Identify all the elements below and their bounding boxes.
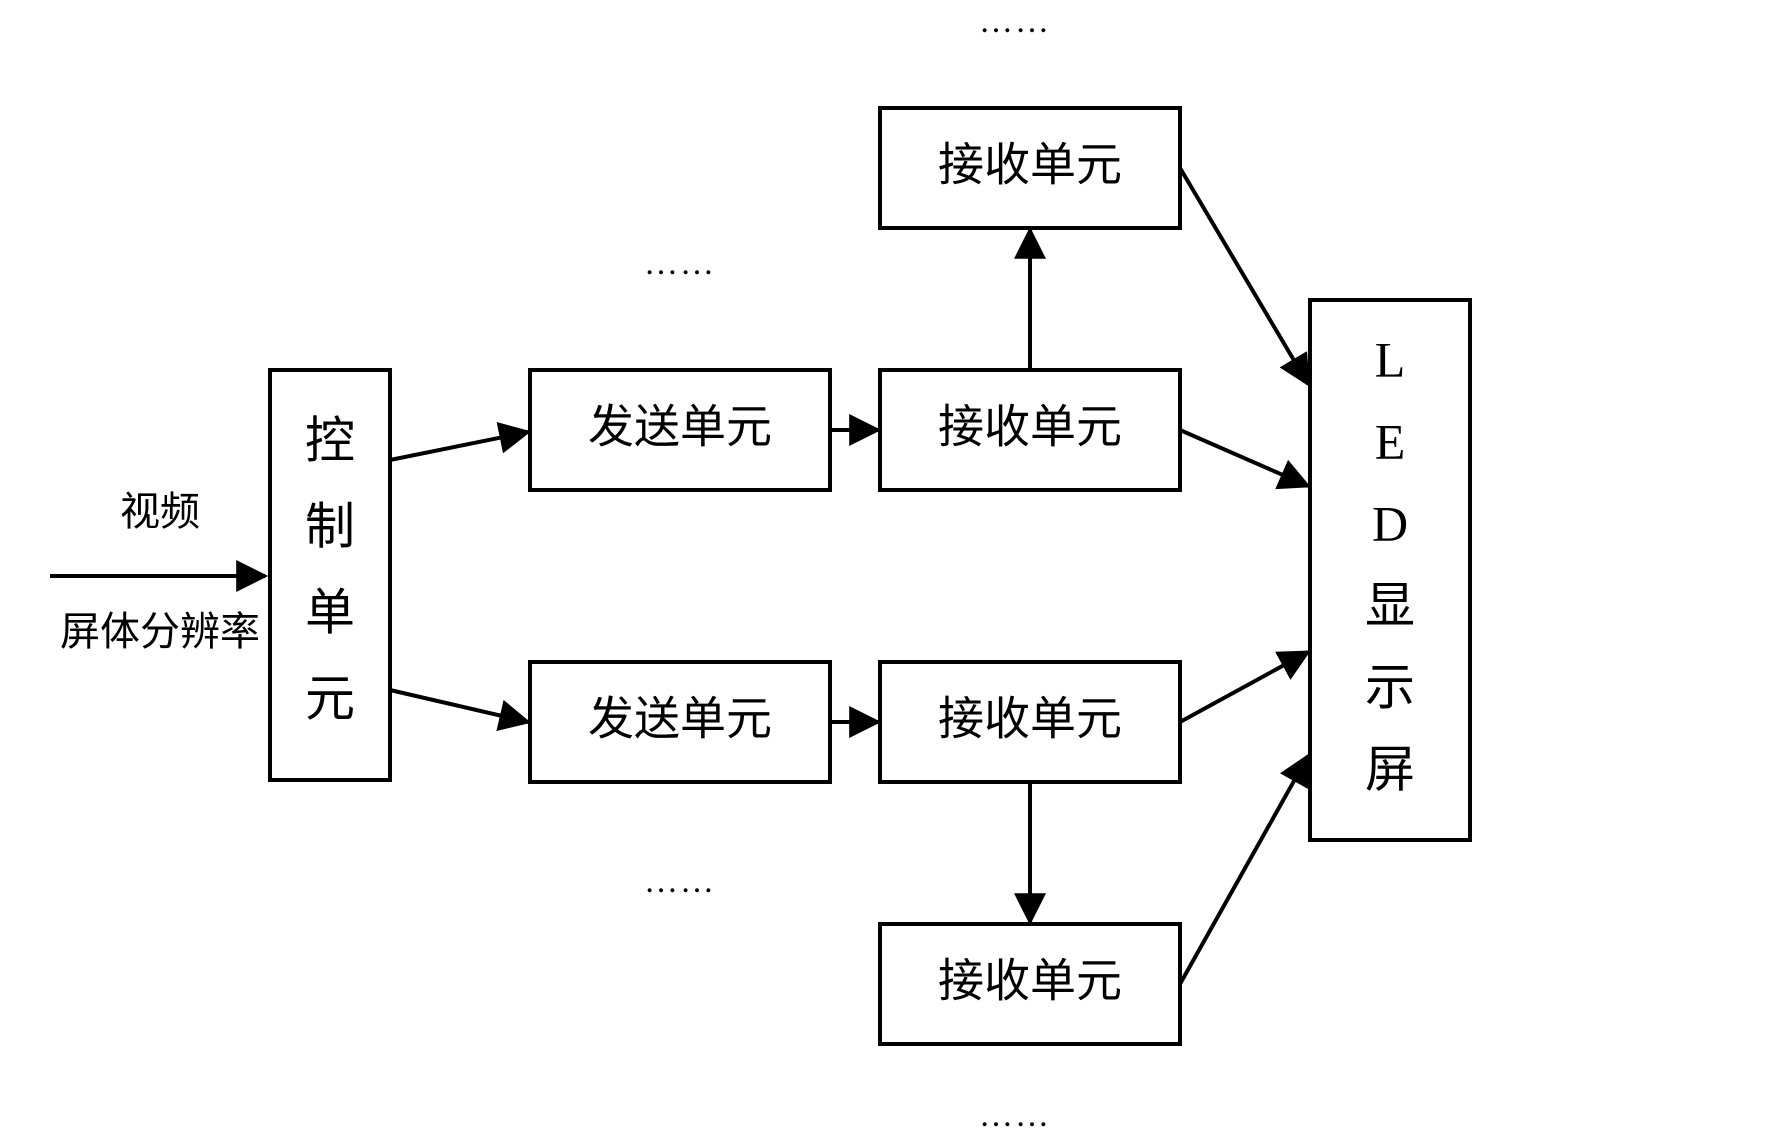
node-led-char: 示 (1365, 659, 1415, 715)
node-led: LED显示屏 (1310, 300, 1470, 840)
dots-4: …… (979, 1097, 1051, 1134)
node-send-top: 发送单元 (530, 370, 830, 490)
edge-recv_top_up-led (1180, 168, 1308, 384)
node-recv-top-up: 接收单元 (880, 108, 1180, 228)
node-control-char: 元 (305, 670, 355, 726)
node-recv-bot-mid: 接收单元 (880, 662, 1180, 782)
svg-text:接收单元: 接收单元 (938, 140, 1122, 191)
dots-2: …… (644, 245, 716, 282)
input-label-top: 视频 (120, 489, 200, 534)
node-led-char: 屏 (1365, 741, 1415, 797)
node-recv-bot-dn: 接收单元 (880, 924, 1180, 1044)
svg-text:接收单元: 接收单元 (938, 694, 1122, 745)
node-led-char: L (1375, 331, 1406, 387)
edge-recv_bot_mid-led (1180, 652, 1308, 722)
node-led-char: E (1375, 413, 1406, 469)
node-control-char: 控 (305, 412, 355, 468)
node-recv-top-mid: 接收单元 (880, 370, 1180, 490)
node-led-char: D (1372, 495, 1408, 551)
dots-3: …… (644, 863, 716, 900)
edge-control-send_bot (390, 690, 528, 722)
node-control: 控制单元 (270, 370, 390, 780)
dots-1: …… (979, 3, 1051, 40)
node-led-char: 显 (1365, 577, 1415, 633)
node-control-char: 单 (305, 584, 355, 640)
svg-text:发送单元: 发送单元 (588, 402, 772, 453)
node-send-bottom: 发送单元 (530, 662, 830, 782)
svg-text:接收单元: 接收单元 (938, 956, 1122, 1007)
edge-recv_top_mid-led (1180, 430, 1308, 486)
diagram-canvas: 视频 屏体分辨率 控制单元 发送单元 发送单元 接收单元 接收单元 接收单元 接… (0, 0, 1790, 1136)
svg-text:接收单元: 接收单元 (938, 402, 1122, 453)
svg-text:发送单元: 发送单元 (588, 694, 772, 745)
node-control-char: 制 (305, 498, 355, 554)
input-label-bottom: 屏体分辨率 (60, 609, 260, 654)
edge-recv_bot_dn-led (1180, 756, 1308, 984)
edge-control-send_top (390, 432, 528, 460)
